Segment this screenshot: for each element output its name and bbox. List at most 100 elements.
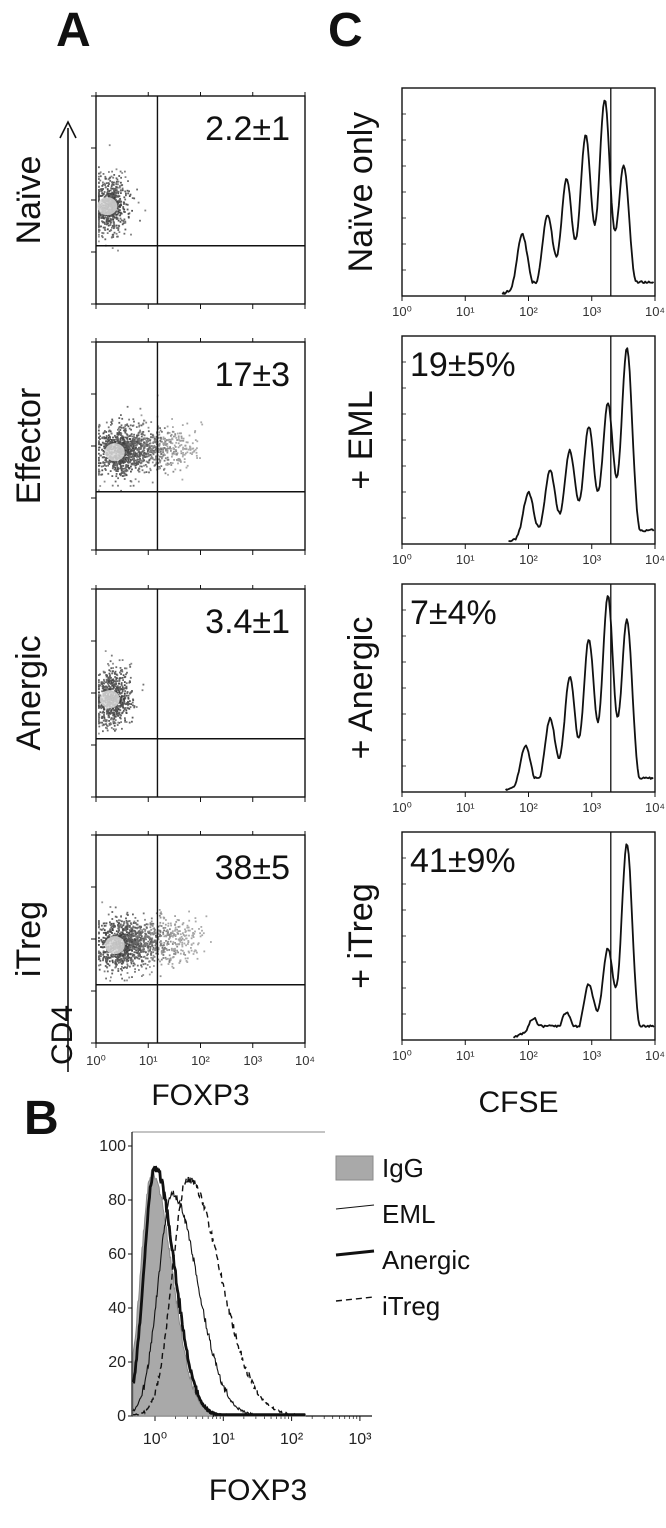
event-dot: [132, 946, 134, 948]
event-dot: [99, 188, 102, 191]
event-dot: [119, 429, 122, 431]
event-dot: [114, 915, 117, 918]
event-dot: [152, 434, 154, 437]
event-dot: [115, 690, 118, 693]
event-dot: [132, 458, 135, 460]
event-dot: [173, 444, 176, 447]
event-dot: [112, 934, 115, 937]
event-dot: [107, 426, 110, 429]
event-dot: [130, 449, 133, 451]
event-dot: [155, 455, 157, 458]
event-dot: [126, 189, 129, 192]
event-dot: [190, 947, 192, 949]
event-dot: [109, 906, 112, 908]
event-dot: [129, 700, 131, 702]
event-dot: [120, 473, 122, 476]
event-dot: [121, 924, 124, 927]
event-dot: [108, 230, 111, 232]
quadrant-value: 3.4±1: [205, 603, 290, 641]
event-dot: [116, 201, 119, 204]
event-dot: [189, 449, 192, 451]
event-dot: [126, 947, 129, 949]
event-dot: [112, 711, 115, 714]
event-dot: [135, 933, 137, 935]
event-dot: [154, 928, 156, 931]
event-dot: [107, 193, 109, 195]
event-dot: [158, 466, 160, 468]
event-dot: [102, 941, 105, 944]
event-dot: [158, 458, 160, 461]
event-dot: [128, 702, 131, 705]
event-dot: [98, 722, 101, 724]
event-dot: [111, 181, 113, 183]
event-dot: [116, 674, 119, 677]
event-dot: [188, 910, 190, 913]
event-dot: [162, 931, 164, 934]
event-dot: [98, 452, 100, 455]
event-dot: [142, 946, 145, 949]
event-dot: [128, 444, 131, 447]
event-dot: [110, 929, 112, 932]
event-dot: [174, 947, 176, 950]
event-dot: [132, 484, 135, 487]
event-dot: [101, 690, 103, 693]
event-dot: [142, 683, 145, 686]
event-dot: [116, 436, 118, 439]
event-dot: [119, 221, 122, 223]
event-dot: [178, 962, 181, 964]
event-dot: [102, 706, 105, 709]
event-dot: [120, 669, 122, 672]
event-dot: [127, 946, 130, 948]
event-dot: [117, 689, 120, 692]
event-dot: [148, 973, 151, 976]
event-dot: [100, 217, 103, 219]
event-dot: [105, 959, 107, 962]
event-dot: [120, 688, 123, 690]
event-dot: [138, 939, 141, 942]
event-dot: [165, 463, 168, 466]
event-dot: [151, 481, 154, 484]
event-dot: [129, 451, 132, 453]
event-dot: [144, 456, 146, 458]
cfse-histogram-0: 10⁰ 10¹ 10² 10³ 10⁴: [392, 87, 665, 319]
event-dot: [168, 463, 170, 466]
event-dot: [98, 198, 100, 201]
event-dot: [122, 954, 125, 956]
event-dot: [163, 947, 166, 949]
event-dot: [129, 448, 132, 451]
event-dot: [143, 948, 145, 950]
event-dot: [125, 444, 128, 447]
event-dot: [155, 441, 158, 443]
event-dot: [134, 941, 137, 944]
series-anergic: [132, 1165, 306, 1418]
event-dot: [146, 923, 149, 926]
event-dot: [122, 688, 125, 691]
event-dot: [152, 951, 155, 954]
event-dot: [120, 489, 122, 492]
event-dot: [103, 708, 106, 711]
event-dot: [177, 458, 180, 460]
event-dot: [145, 452, 147, 455]
event-dot: [110, 229, 113, 232]
event-dot: [160, 453, 163, 455]
event-dot: [117, 960, 119, 963]
event-dot: [101, 901, 104, 904]
event-dot: [163, 935, 166, 938]
event-dot: [106, 960, 108, 962]
event-dot: [115, 683, 118, 685]
event-dot: [114, 463, 117, 465]
event-dot: [130, 941, 133, 943]
event-dot: [148, 930, 151, 933]
event-dot: [98, 695, 100, 698]
event-dot: [162, 957, 165, 959]
event-dot: [121, 223, 124, 226]
event-dot: [134, 437, 137, 440]
event-dot: [174, 923, 177, 926]
event-dot: [101, 436, 104, 439]
event-dot: [101, 441, 104, 444]
event-dot: [118, 922, 120, 925]
event-dot: [117, 180, 120, 183]
event-dot: [179, 959, 182, 962]
event-dot: [162, 436, 165, 439]
event-dot: [114, 715, 116, 718]
